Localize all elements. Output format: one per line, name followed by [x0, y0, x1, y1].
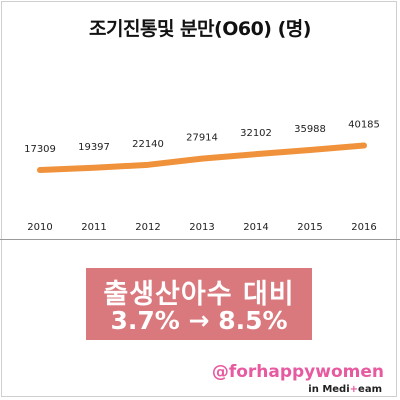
x-tick-label: 2011: [81, 222, 106, 233]
chart-title: 조기진통및 분만(O60) (명): [89, 18, 311, 40]
data-label: 32102: [240, 128, 272, 139]
x-tick-label: 2013: [189, 222, 214, 233]
banner-headline: 출생산아수 대비: [103, 279, 295, 310]
line-chart: 17309 2010 19397 2011 22140 2012 27914 2013 3210…: [24, 120, 380, 233]
brand-tagline-prefix: in Medi: [308, 384, 350, 395]
brand-handle: @forhappywomen: [211, 362, 384, 382]
ratio-from: 3.7%: [110, 306, 180, 335]
data-label: 40185: [348, 120, 380, 131]
section-divider: [0, 239, 400, 240]
x-tick-label: 2015: [297, 222, 322, 233]
data-label: 35988: [294, 124, 326, 135]
summary-banner: 출생산아수 대비 3.7% → 8.5%: [86, 268, 312, 340]
banner-ratio: 3.7% → 8.5%: [86, 306, 312, 335]
brand-tagline-suffix: eam: [358, 384, 382, 395]
x-tick-label: 2012: [135, 222, 160, 233]
x-tick-label: 2014: [243, 222, 268, 233]
data-label: 27914: [186, 133, 218, 144]
series-line: [37, 142, 367, 173]
ratio-to: 8.5%: [218, 306, 288, 335]
x-tick-label: 2016: [351, 222, 376, 233]
data-label: 22140: [132, 139, 164, 150]
arrow-icon: →: [188, 306, 210, 335]
plus-icon: +: [349, 384, 359, 395]
x-tick-label: 2010: [27, 222, 52, 233]
data-label: 19397: [78, 142, 110, 153]
brand-tagline: in Medi+eam: [308, 384, 382, 395]
data-label: 17309: [24, 144, 56, 155]
